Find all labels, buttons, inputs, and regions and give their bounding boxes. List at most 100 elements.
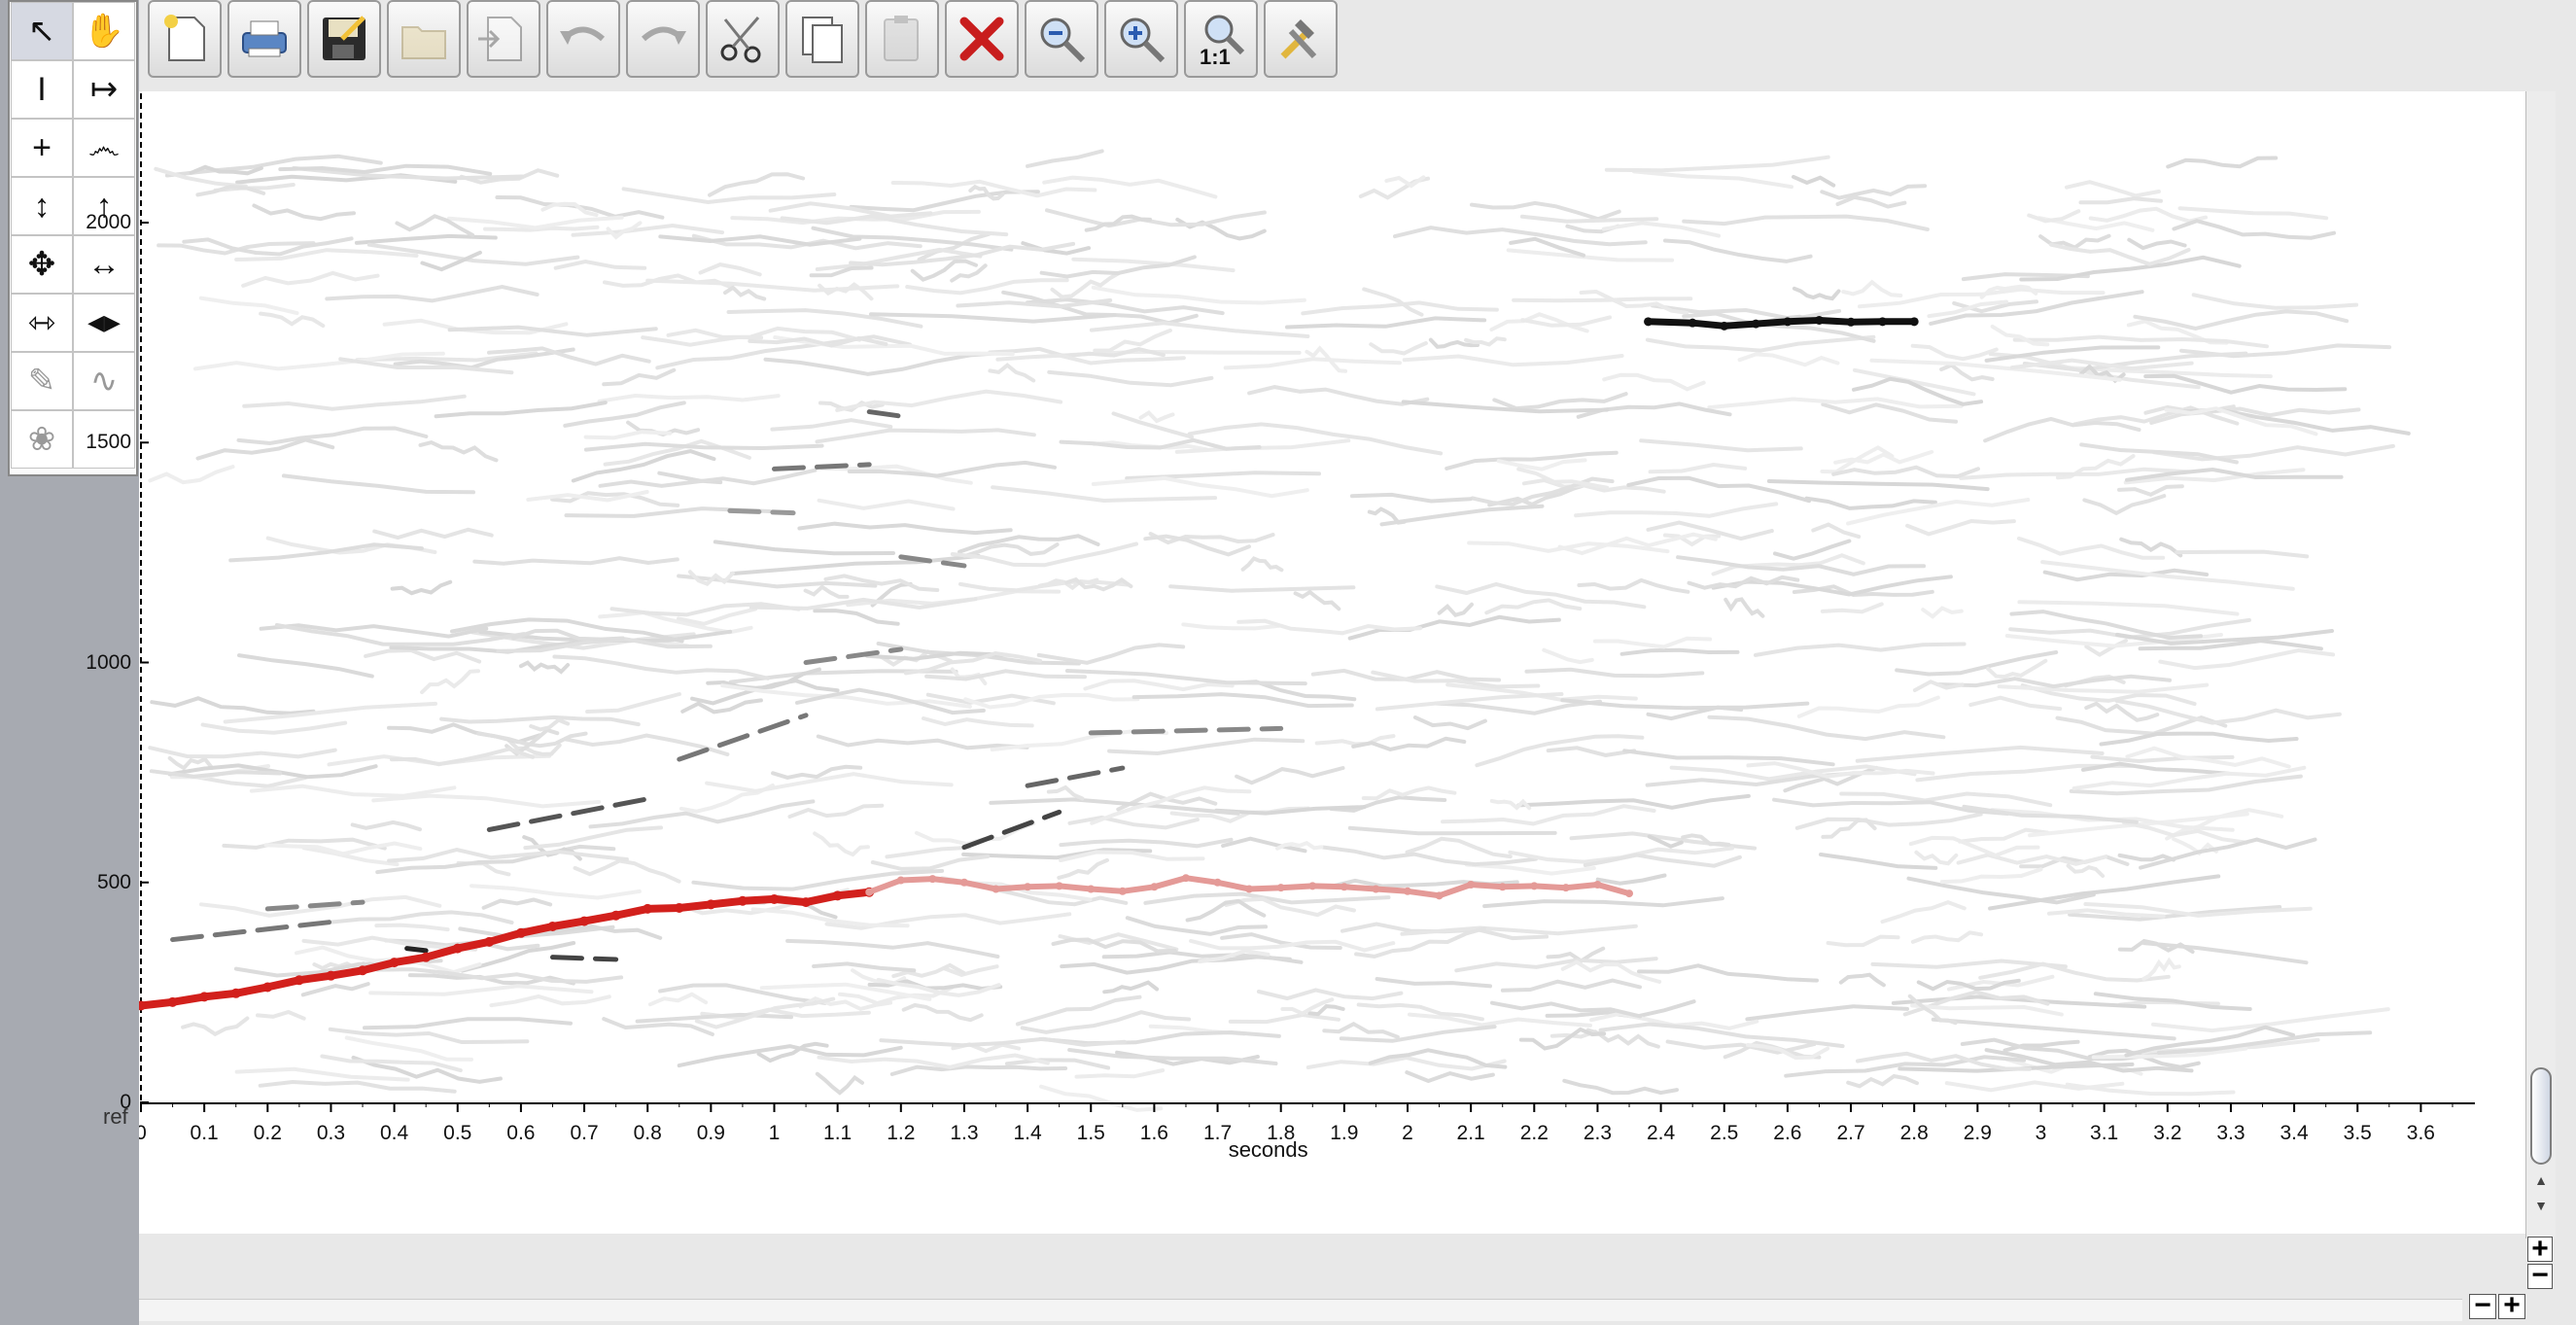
selected-pitch-track-faded-point	[1181, 874, 1190, 883]
background-track	[621, 187, 837, 205]
background-track	[2141, 941, 2309, 965]
background-track	[729, 553, 981, 576]
background-track	[679, 783, 775, 814]
pitch-plot-frame[interactable]: 0 0.1 0.2 0.3 0.4 0.5 0.6 0.7 0.8 0.9 1 1.1 1.2 1.3 1.…	[139, 91, 2530, 1234]
background-track	[2119, 537, 2183, 558]
scroll-down-arrow-icon[interactable]: ▼	[2534, 1198, 2548, 1213]
background-track	[418, 439, 499, 463]
background-track	[2175, 549, 2310, 559]
background-track	[371, 793, 602, 809]
tool-probe[interactable]: ❀	[11, 410, 73, 469]
background-track	[1579, 289, 1689, 315]
background-track	[563, 401, 686, 428]
background-track	[2056, 454, 2136, 480]
selected-pitch-track-faded-point	[896, 876, 905, 885]
tools-button[interactable]	[1264, 0, 1338, 78]
print-button[interactable]	[227, 0, 301, 78]
grey-track-9	[727, 507, 796, 516]
background-track	[1598, 1022, 1845, 1049]
tool-crosshair[interactable]: +	[11, 119, 73, 177]
new-button[interactable]	[148, 0, 222, 78]
background-track	[1637, 963, 1819, 983]
paste-button[interactable]	[865, 0, 939, 78]
open-folder-icon	[401, 26, 446, 59]
background-track	[1839, 791, 2053, 808]
background-track	[1059, 850, 1205, 862]
x-tick-label: 0.8	[634, 1122, 662, 1144]
background-track	[1405, 836, 1513, 859]
scroll-up-arrow-icon[interactable]: ▲	[2534, 1172, 2548, 1188]
delete-button[interactable]	[945, 0, 1019, 78]
background-track	[1285, 316, 1487, 330]
tool-lasso[interactable]: ෴	[73, 119, 135, 177]
tool-select[interactable]: ↖	[11, 2, 73, 60]
background-track	[2143, 373, 2348, 395]
selected-pitch-track-point	[389, 958, 400, 968]
pitch-plot[interactable]: 0 0.1 0.2 0.3 0.4 0.5 0.6 0.7 0.8 0.9 1 1.1 1.2 1.3 1.…	[139, 91, 2530, 1325]
background-track	[338, 357, 514, 375]
background-track	[1557, 532, 1718, 556]
background-track	[1647, 834, 1684, 849]
zoom-x-in-button[interactable]: +	[2498, 1291, 2525, 1320]
background-track	[1595, 873, 1667, 886]
tool-move[interactable]: ✥	[11, 235, 73, 294]
selected-pitch-track-point	[674, 902, 684, 913]
background-track	[256, 1009, 306, 1021]
background-track	[698, 262, 762, 277]
zoom-out-button[interactable]	[1025, 0, 1098, 78]
save-button[interactable]	[307, 0, 381, 78]
x-tick-label: 3.3	[2216, 1122, 2245, 1144]
undo-button[interactable]	[546, 0, 620, 78]
tool-squeeze[interactable]: ⇿	[11, 294, 73, 352]
background-track	[1275, 840, 1324, 851]
background-track	[446, 215, 624, 230]
background-track	[690, 679, 840, 706]
background-track	[483, 225, 600, 232]
background-track	[1956, 853, 2107, 866]
selected-pitch-track-point	[358, 965, 368, 976]
background-track	[847, 460, 1057, 478]
background-window-label: ref	[103, 1104, 128, 1129]
tool-vertical-resize[interactable]: ↕	[11, 177, 73, 235]
background-track	[487, 346, 651, 366]
tool-hand[interactable]: ✋	[73, 2, 135, 60]
zoom-in-button[interactable]	[1104, 0, 1178, 78]
tool-horizontal-resize[interactable]: ↔	[73, 235, 135, 294]
tool-stretch[interactable]: ◀▶	[73, 294, 135, 352]
background-track	[1509, 236, 1585, 258]
tool-curve[interactable]: ∿	[73, 352, 135, 410]
background-track	[962, 542, 1060, 558]
vertical-scroll-thumb[interactable]	[2530, 1067, 2552, 1165]
background-track	[1059, 837, 1234, 849]
tool-range[interactable]: ↦	[73, 60, 135, 119]
background-track	[1437, 602, 1474, 617]
vertical-scrollbar[interactable]: ▲ ▼	[2525, 91, 2556, 1238]
open-button[interactable]	[387, 0, 461, 78]
background-track	[2088, 206, 2208, 224]
background-track	[1518, 1027, 1607, 1051]
tool-up-arrow[interactable]: ↑	[73, 177, 135, 235]
background-track	[2090, 754, 2235, 764]
x-tick-label: 2.2	[1520, 1122, 1549, 1144]
squeeze-icon: ⇿	[27, 304, 56, 341]
background-track	[518, 660, 571, 675]
import-button[interactable]	[467, 0, 540, 78]
background-track	[2019, 255, 2242, 282]
copy-button[interactable]	[785, 0, 859, 78]
tool-ibeam[interactable]: I	[11, 60, 73, 119]
redo-button[interactable]	[626, 0, 700, 78]
zoom-1-1-button[interactable]: 1:1	[1184, 0, 1258, 78]
background-track	[780, 214, 1009, 237]
zoom-y-in-button[interactable]: +	[2527, 1235, 2553, 1264]
background-track	[1820, 184, 1928, 200]
background-track	[198, 296, 299, 316]
background-track	[1592, 636, 1713, 649]
horizontal-scrollbar[interactable]	[139, 1299, 2462, 1321]
zoom-x-out-button[interactable]: −	[2469, 1291, 2496, 1320]
zoom-y-out-button[interactable]: −	[2527, 1261, 2553, 1290]
tool-pencil[interactable]: ✎	[11, 352, 73, 410]
background-track	[506, 738, 562, 756]
cut-button[interactable]	[706, 0, 780, 78]
selected-pitch-track-faded-point	[1372, 885, 1380, 893]
background-track	[1228, 1012, 1340, 1025]
